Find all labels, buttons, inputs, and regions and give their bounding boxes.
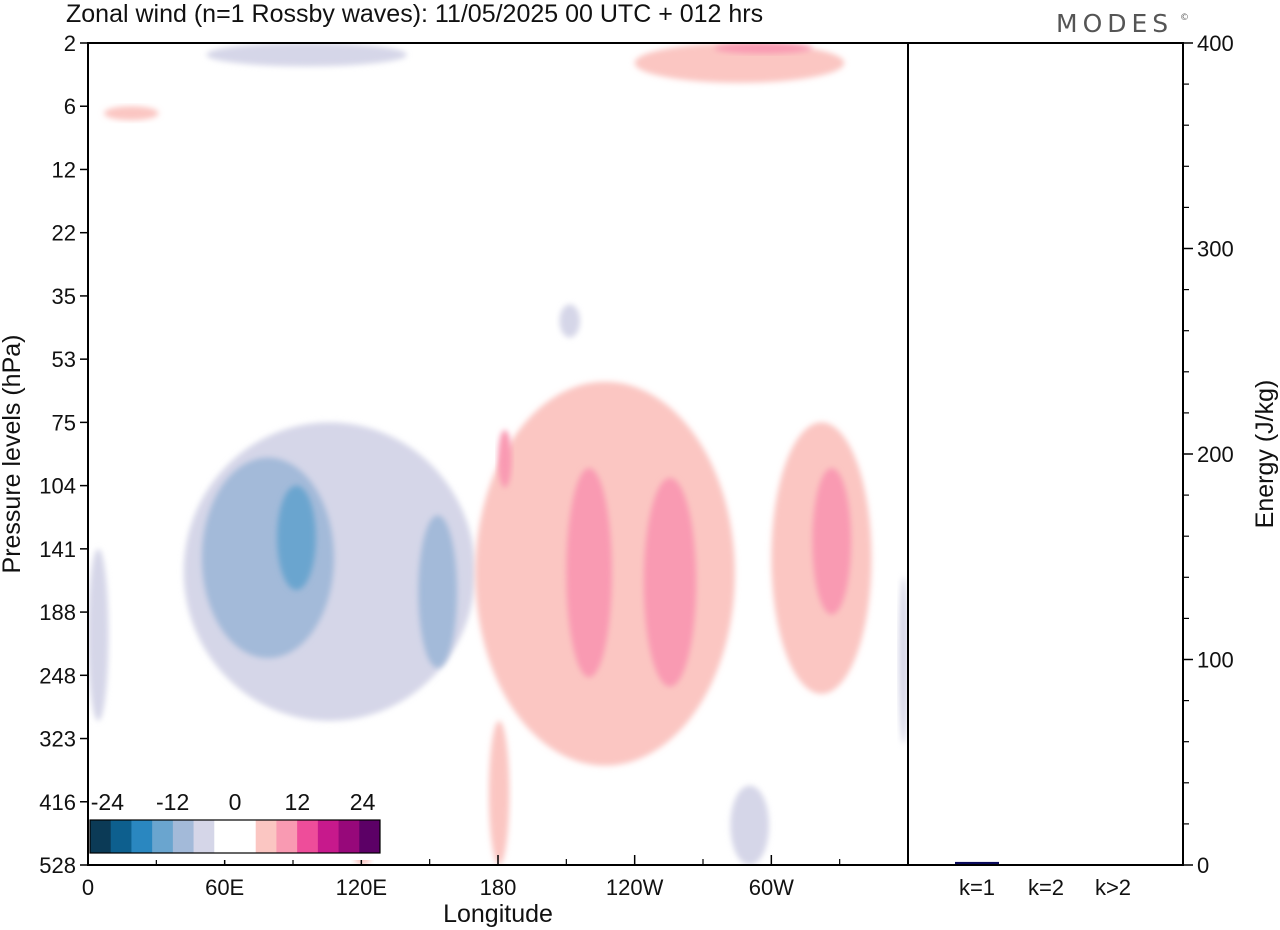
wind-anomaly-region-11 (498, 429, 512, 488)
colorbar-swatch (152, 820, 174, 853)
energy-frame (907, 42, 1184, 866)
colorbar-swatch (317, 820, 339, 853)
energy-tick-label: 300 (1197, 237, 1234, 262)
colorbar-tick-label: -24 (91, 789, 124, 815)
x-tick-label: 60E (205, 875, 244, 900)
energy-panel: 0 100 200 300 400 k=1 k=2 k>2 (955, 31, 1234, 900)
wind-anomaly-region-12 (566, 468, 612, 678)
y-tick-label: 35 (52, 284, 76, 309)
colorbar-swatch (214, 820, 236, 853)
colorbar-swatch (276, 820, 298, 853)
wind-anomaly-region-18 (103, 106, 159, 121)
y-tick-label: 528 (39, 853, 76, 878)
x-tick-label: 120W (606, 875, 664, 900)
y-tick-label: 104 (39, 474, 76, 499)
x-tick-label: 120E (336, 875, 387, 900)
colorbar-swatch (235, 820, 257, 853)
logo-text: MODES (1056, 9, 1173, 38)
wind-anomaly-region-15 (812, 468, 852, 615)
wind-anomaly-region-5 (88, 548, 109, 721)
x-tick-label: 60W (749, 875, 794, 900)
energy-bar-1 (955, 861, 999, 865)
energy-axis-label: Energy (J/kg) (1251, 380, 1279, 529)
colorbar-tick-label: 24 (350, 789, 376, 815)
y-tick-label: 75 (52, 410, 76, 435)
colorbar-swatch (193, 820, 215, 853)
y-axis: 2 6 12 22 35 53 75 104 141 188 248 323 416 528 (39, 31, 88, 878)
wind-anomaly-region-4 (418, 515, 457, 668)
y-axis-label: Pressure levels (hPa) (0, 335, 26, 574)
colorbar-swatch (359, 820, 381, 853)
colorbar-swatch (172, 820, 194, 853)
y-tick-label: 248 (39, 663, 76, 688)
colorbar-tick-label: -12 (156, 789, 189, 815)
wind-anomaly-region-8 (730, 785, 770, 865)
modes-logo: MODES © (1056, 9, 1189, 38)
x-tick-label: 0 (82, 875, 94, 900)
x-tick-label: 180 (480, 875, 517, 900)
y-tick-label: 323 (39, 727, 76, 752)
wind-anomaly-region-9 (898, 576, 908, 744)
y-tick-label: 188 (39, 600, 76, 625)
colorbar-swatch (90, 820, 112, 853)
energy-category-label: k=2 (1028, 875, 1064, 900)
wind-anomaly-region-13 (643, 478, 697, 687)
wind-anomaly-region-3 (277, 485, 316, 590)
y-tick-label: 416 (39, 790, 76, 815)
energy-tick-label: 0 (1197, 853, 1209, 878)
wind-anomaly-region-7 (559, 304, 580, 338)
logo-mark: © (1180, 13, 1189, 23)
energy-tick-label: 400 (1197, 31, 1234, 56)
y-tick-label: 22 (52, 221, 76, 246)
wind-anomaly-region-17 (714, 43, 813, 54)
colorbar-tick-label: 12 (285, 789, 311, 815)
y-tick-label: 53 (52, 347, 76, 372)
colorbar-swatch (131, 820, 153, 853)
y-tick-label: 6 (64, 94, 76, 119)
energy-category-label: k=1 (959, 875, 995, 900)
colorbar-tick-label: 0 (229, 789, 242, 815)
colorbar-border (89, 819, 381, 854)
colorbar-swatch (297, 820, 319, 853)
colorbar-swatch (110, 820, 132, 853)
wind-anomaly-region-16 (634, 43, 845, 83)
colorbar: -24 -12 0 12 24 (88, 780, 382, 860)
wind-anomaly-region-19 (488, 720, 510, 865)
y-tick-label: 2 (64, 31, 76, 56)
colorbar-swatch (338, 820, 360, 853)
energy-tick-label: 200 (1197, 442, 1234, 467)
wind-anomaly-region-6 (206, 43, 407, 67)
y-tick-label: 141 (39, 537, 76, 562)
x-axis: 0 60E 120E 180 120W 60W (82, 855, 841, 900)
y-tick-label: 12 (52, 157, 76, 182)
energy-category-label: k>2 (1095, 875, 1131, 900)
chart-title: Zonal wind (n=1 Rossby waves): 11/05/202… (66, 0, 763, 28)
x-axis-label: Longitude (443, 900, 553, 928)
energy-tick-label: 100 (1197, 648, 1234, 673)
colorbar-swatch (255, 820, 277, 853)
contour-field (88, 43, 908, 865)
